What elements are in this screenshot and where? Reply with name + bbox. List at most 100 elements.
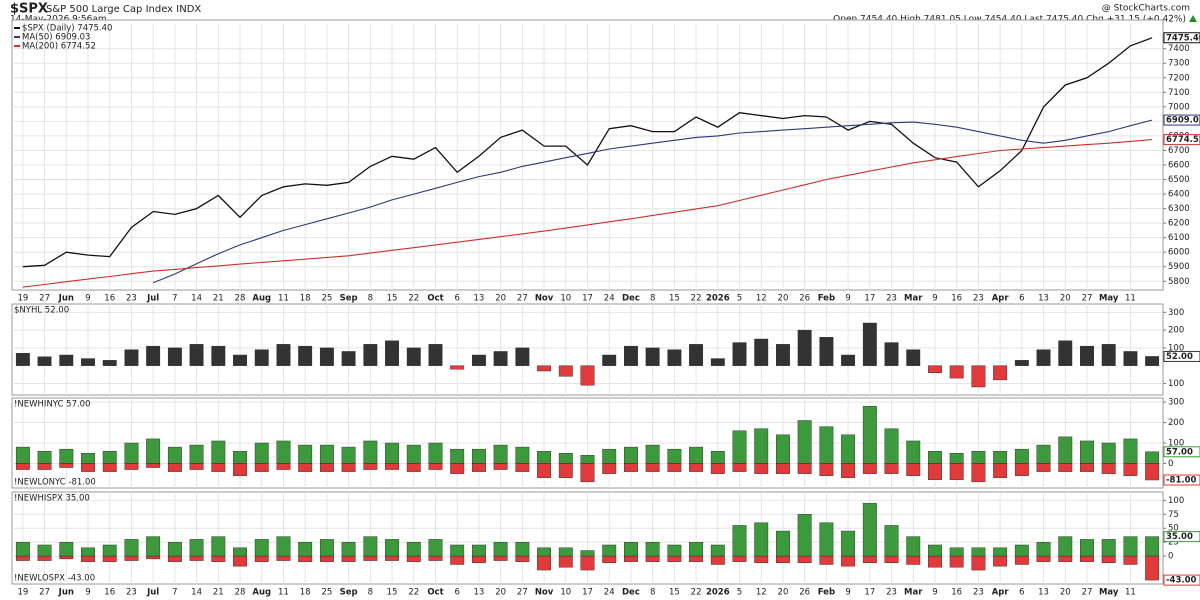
x-tick-label: 9 <box>845 294 850 304</box>
value-tag: -43.00 <box>1166 576 1196 586</box>
bar <box>167 347 182 366</box>
bar <box>363 440 378 464</box>
bar <box>341 541 356 557</box>
bar <box>928 365 942 373</box>
bar <box>862 502 877 557</box>
x-tick-label: 27 <box>1082 294 1093 304</box>
x-tick-label: 13 <box>474 588 485 598</box>
x-tick-label: 25 <box>321 588 332 598</box>
bar <box>298 345 313 366</box>
bar <box>819 337 834 366</box>
x-tick-label: 21 <box>213 588 224 598</box>
bar <box>406 444 421 464</box>
bar <box>59 463 74 468</box>
bar <box>1014 555 1029 565</box>
bar <box>167 463 182 472</box>
bar <box>884 525 899 557</box>
x-tick-label: 24 <box>604 294 615 304</box>
x-tick-label: 8 <box>368 294 373 304</box>
bar <box>667 544 682 557</box>
bar <box>971 450 986 464</box>
bar <box>124 555 139 561</box>
bar <box>906 440 921 464</box>
bar <box>167 555 182 562</box>
bar <box>1101 463 1116 474</box>
bar <box>146 463 161 468</box>
symbol: $SPX <box>10 2 48 17</box>
bar <box>254 463 269 472</box>
bar <box>341 351 356 366</box>
x-tick-label: 11 <box>278 294 289 304</box>
value-tag: 6909.03 <box>1166 116 1200 126</box>
bar <box>689 555 704 562</box>
bar <box>949 547 964 557</box>
bar <box>862 463 877 474</box>
bar <box>146 345 161 366</box>
bar <box>37 463 52 470</box>
x-tick-label: 17 <box>582 294 593 304</box>
series-line <box>22 139 1153 288</box>
bar <box>602 544 617 557</box>
series-line <box>22 37 1153 268</box>
bar <box>689 463 704 472</box>
bar <box>558 365 573 377</box>
bar <box>233 463 247 476</box>
bar <box>580 455 595 464</box>
x-tick-label: May <box>1099 588 1119 598</box>
bar <box>884 555 899 564</box>
x-tick-label: 27 <box>517 588 528 598</box>
bar <box>754 522 769 557</box>
bar <box>645 444 660 464</box>
x-tick-label: 15 <box>669 294 680 304</box>
x-tick-label: 9 <box>85 588 90 598</box>
x-tick-label: 16 <box>951 294 962 304</box>
bar <box>841 434 856 464</box>
bar <box>298 463 313 472</box>
bar <box>732 342 747 366</box>
x-tick-label: 27 <box>517 294 528 304</box>
bar <box>971 555 986 571</box>
bar <box>906 349 921 366</box>
bar <box>254 442 269 464</box>
bar <box>59 541 74 557</box>
bar <box>37 450 52 464</box>
x-tick-label: 22 <box>408 588 419 598</box>
bar <box>15 353 30 366</box>
series-name: $NYHL 52.00 <box>14 306 69 316</box>
bar <box>363 463 378 470</box>
x-tick-label: 9 <box>85 294 90 304</box>
x-tick-label: Aug <box>252 588 271 598</box>
bar <box>15 446 30 464</box>
value-tag: 6774.52 <box>1166 135 1200 145</box>
bar <box>1080 555 1094 562</box>
x-tick-label: Aug <box>252 294 271 304</box>
bar <box>602 448 617 464</box>
bar <box>1123 463 1138 476</box>
value-tag-box <box>1163 474 1200 486</box>
bar <box>15 463 30 470</box>
x-tick-label: 7 <box>172 588 177 598</box>
bar <box>450 448 465 464</box>
bar <box>471 354 486 366</box>
x-tick-label: 23 <box>973 294 984 304</box>
x-tick-label: Oct <box>427 294 443 304</box>
bar <box>233 450 247 464</box>
bar <box>776 530 790 557</box>
bar <box>406 347 421 366</box>
bar <box>689 344 704 366</box>
x-tick-label: 12 <box>756 294 767 304</box>
bar <box>319 444 334 464</box>
bar <box>732 430 747 464</box>
x-tick-label: 25 <box>321 294 332 304</box>
bar <box>515 463 530 472</box>
y-tick-label: 6000 <box>1168 248 1190 258</box>
legend-entry: $SPX (Daily) 7475.40 <box>22 24 112 34</box>
bar <box>385 442 399 464</box>
bar <box>1123 438 1138 464</box>
bar <box>1014 448 1029 464</box>
bar <box>406 555 421 562</box>
bar <box>624 446 638 464</box>
bar <box>993 547 1008 557</box>
bar <box>537 365 551 372</box>
